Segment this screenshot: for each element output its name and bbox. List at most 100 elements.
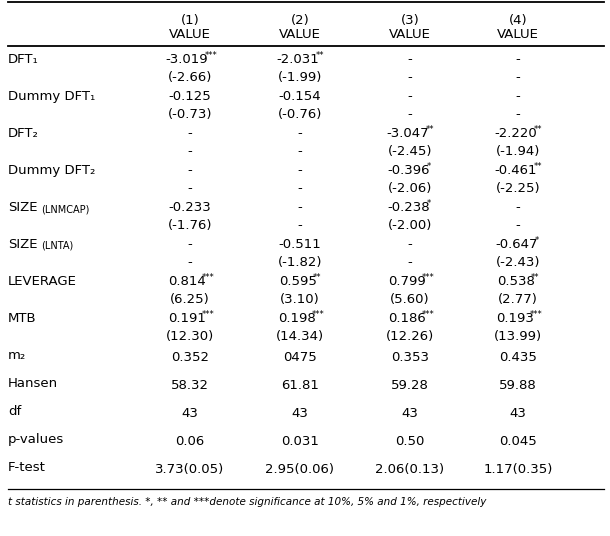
Text: **: ** <box>426 125 434 134</box>
Text: (2.77): (2.77) <box>498 293 538 306</box>
Text: 43: 43 <box>509 407 526 420</box>
Text: 2.06(0.13): 2.06(0.13) <box>375 463 445 476</box>
Text: -: - <box>188 145 192 158</box>
Text: (2): (2) <box>290 14 309 27</box>
Text: (-2.25): (-2.25) <box>496 182 540 195</box>
Text: -: - <box>298 201 303 214</box>
Text: Dummy DFT₂: Dummy DFT₂ <box>8 164 95 177</box>
Text: -: - <box>407 238 412 251</box>
Text: (-1.76): (-1.76) <box>168 219 212 232</box>
Text: 59.28: 59.28 <box>391 379 429 392</box>
Text: -: - <box>298 145 303 158</box>
Text: -: - <box>515 219 520 232</box>
Text: 0.538: 0.538 <box>497 275 535 288</box>
Text: **: ** <box>534 125 542 134</box>
Text: -0.233: -0.233 <box>168 201 212 214</box>
Text: (-1.82): (-1.82) <box>278 256 322 269</box>
Text: -0.396: -0.396 <box>388 164 430 177</box>
Text: (3.10): (3.10) <box>280 293 320 306</box>
Text: DFT₂: DFT₂ <box>8 127 39 140</box>
Text: -3.019: -3.019 <box>165 53 208 66</box>
Text: MTB: MTB <box>8 312 37 325</box>
Text: (1): (1) <box>181 14 199 27</box>
Text: -: - <box>298 182 303 195</box>
Text: *: * <box>427 162 431 171</box>
Text: 0.191: 0.191 <box>168 312 206 325</box>
Text: **: ** <box>315 51 324 60</box>
Text: 59.88: 59.88 <box>499 379 537 392</box>
Text: t statistics in parenthesis. *, ** and ***denote significance at 10%, 5% and 1%,: t statistics in parenthesis. *, ** and *… <box>8 497 486 507</box>
Text: -0.647: -0.647 <box>496 238 538 251</box>
Text: Dummy DFT₁: Dummy DFT₁ <box>8 90 95 103</box>
Text: F-test: F-test <box>8 461 46 474</box>
Text: (-1.94): (-1.94) <box>496 145 540 158</box>
Text: **: ** <box>534 162 542 171</box>
Text: -: - <box>188 238 192 251</box>
Text: -2.220: -2.220 <box>495 127 537 140</box>
Text: 1.17(0.35): 1.17(0.35) <box>483 463 553 476</box>
Text: (12.30): (12.30) <box>166 330 214 343</box>
Text: 43: 43 <box>401 407 418 420</box>
Text: 0.352: 0.352 <box>171 351 209 364</box>
Text: DFT₁: DFT₁ <box>8 53 39 66</box>
Text: 0.799: 0.799 <box>388 275 426 288</box>
Text: -: - <box>407 71 412 84</box>
Text: (-0.73): (-0.73) <box>168 108 212 121</box>
Text: ***: *** <box>201 273 214 282</box>
Text: 0.186: 0.186 <box>388 312 426 325</box>
Text: (14.34): (14.34) <box>276 330 324 343</box>
Text: (LNTA): (LNTA) <box>41 241 73 251</box>
Text: **: ** <box>531 273 539 282</box>
Text: (LNMCAP): (LNMCAP) <box>41 204 90 214</box>
Text: 0.595: 0.595 <box>279 275 317 288</box>
Text: (13.99): (13.99) <box>494 330 542 343</box>
Text: VALUE: VALUE <box>169 28 211 41</box>
Text: m₂: m₂ <box>8 349 26 362</box>
Text: *: * <box>535 236 539 245</box>
Text: -: - <box>188 182 192 195</box>
Text: -: - <box>515 71 520 84</box>
Text: (3): (3) <box>401 14 420 27</box>
Text: 58.32: 58.32 <box>171 379 209 392</box>
Text: LEVERAGE: LEVERAGE <box>8 275 77 288</box>
Text: 0.198: 0.198 <box>278 312 315 325</box>
Text: df: df <box>8 405 21 418</box>
Text: SIZE: SIZE <box>8 201 37 214</box>
Text: (5.60): (5.60) <box>390 293 430 306</box>
Text: (4): (4) <box>509 14 527 27</box>
Text: *: * <box>427 199 431 208</box>
Text: -: - <box>515 108 520 121</box>
Text: (-1.99): (-1.99) <box>278 71 322 84</box>
Text: 2.95(0.06): 2.95(0.06) <box>265 463 334 476</box>
Text: (-2.66): (-2.66) <box>168 71 212 84</box>
Text: -0.238: -0.238 <box>387 201 430 214</box>
Text: -: - <box>407 90 412 103</box>
Text: 3.73(0.05): 3.73(0.05) <box>156 463 224 476</box>
Text: **: ** <box>313 273 321 282</box>
Text: 0.045: 0.045 <box>499 435 537 448</box>
Text: 0.435: 0.435 <box>499 351 537 364</box>
Text: Hansen: Hansen <box>8 377 58 390</box>
Text: -: - <box>298 164 303 177</box>
Text: 61.81: 61.81 <box>281 379 319 392</box>
Text: -: - <box>407 108 412 121</box>
Text: -: - <box>298 219 303 232</box>
Text: (-0.76): (-0.76) <box>278 108 322 121</box>
Text: -: - <box>515 90 520 103</box>
Text: ***: *** <box>312 310 325 319</box>
Text: -0.511: -0.511 <box>279 238 321 251</box>
Text: SIZE: SIZE <box>8 238 37 251</box>
Text: -3.047: -3.047 <box>387 127 429 140</box>
Text: -: - <box>407 256 412 269</box>
Text: 0475: 0475 <box>283 351 317 364</box>
Text: VALUE: VALUE <box>497 28 539 41</box>
Text: (12.26): (12.26) <box>386 330 434 343</box>
Text: -0.125: -0.125 <box>168 90 212 103</box>
Text: (-2.06): (-2.06) <box>388 182 432 195</box>
Text: 0.353: 0.353 <box>391 351 429 364</box>
Text: ***: *** <box>422 310 434 319</box>
Text: VALUE: VALUE <box>389 28 431 41</box>
Text: ***: *** <box>204 51 217 60</box>
Text: 0.814: 0.814 <box>168 275 206 288</box>
Text: ***: *** <box>529 310 542 319</box>
